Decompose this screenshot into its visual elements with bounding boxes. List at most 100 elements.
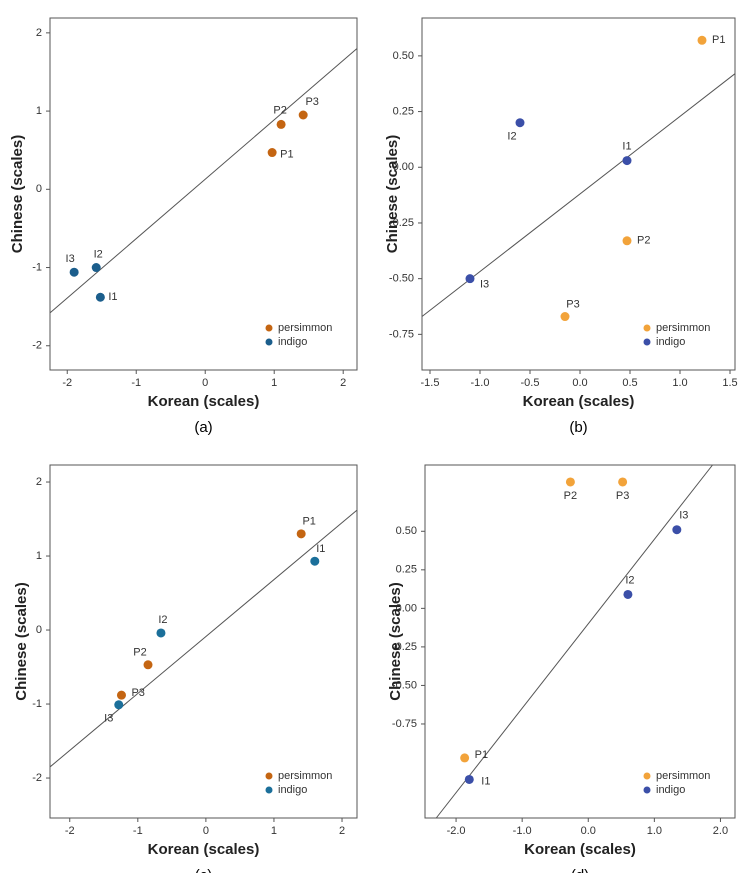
- legend-label: indigo: [656, 336, 685, 348]
- fit-line: [421, 73, 736, 317]
- y-tick-label: 0.25: [396, 564, 417, 576]
- x-axis-label: Korean (scales): [148, 841, 260, 858]
- legend-label: indigo: [278, 784, 307, 796]
- legend-label: persimmon: [656, 770, 710, 782]
- y-tick-label: 0.25: [393, 105, 414, 117]
- point: [143, 660, 153, 670]
- legend-label: persimmon: [278, 770, 332, 782]
- x-tick-label: 0.0: [572, 377, 587, 389]
- point: [622, 156, 632, 166]
- y-axis-label: Chinese (scales): [387, 582, 404, 700]
- x-axis-label: Korean (scales): [148, 393, 260, 410]
- y-tick-label: 2: [36, 27, 42, 39]
- legend-label: persimmon: [656, 322, 710, 334]
- x-tick-label: 2: [340, 377, 346, 389]
- legend-marker: [265, 786, 273, 794]
- point-label: I1: [316, 543, 325, 555]
- x-axis-label: Korean (scales): [524, 841, 636, 858]
- x-tick-label: 0.0: [581, 825, 596, 837]
- point: [267, 148, 277, 158]
- caption: (b): [569, 419, 587, 436]
- x-tick-label: 0: [203, 825, 209, 837]
- point: [310, 556, 320, 566]
- plot-area: [421, 17, 736, 371]
- x-tick-label: 1.0: [647, 825, 662, 837]
- point-label: P1: [302, 516, 315, 528]
- point: [465, 274, 475, 284]
- point-label: P3: [566, 298, 579, 310]
- y-tick-label: 1: [36, 550, 42, 562]
- y-tick-label: 0.50: [396, 525, 417, 537]
- point-label: I3: [104, 713, 113, 725]
- x-tick-label: -1.0: [471, 377, 490, 389]
- fit-line: [49, 48, 358, 314]
- x-tick-label: -0.5: [521, 377, 540, 389]
- legend-marker: [643, 324, 651, 332]
- point: [298, 110, 308, 120]
- point: [276, 119, 286, 129]
- x-tick-label: 1: [271, 377, 277, 389]
- y-tick-label: -0.25: [392, 641, 417, 653]
- point-label: I2: [625, 574, 634, 586]
- point-label: I1: [481, 775, 490, 787]
- point-label: P2: [637, 235, 650, 247]
- y-tick-label: -1: [32, 698, 42, 710]
- point-label: P1: [280, 148, 293, 160]
- point: [114, 700, 124, 710]
- x-tick-label: -1: [133, 825, 143, 837]
- point: [464, 774, 474, 784]
- point-label: P2: [133, 647, 146, 659]
- x-tick-label: 1.0: [672, 377, 687, 389]
- y-axis-label: Chinese (scales): [13, 582, 30, 700]
- point: [116, 690, 126, 700]
- y-tick-label: 1: [36, 105, 42, 117]
- x-tick-label: -2.0: [447, 825, 466, 837]
- legend-marker: [643, 772, 651, 780]
- point: [618, 477, 628, 487]
- point: [156, 628, 166, 638]
- point: [623, 589, 633, 599]
- point-label: I1: [622, 140, 631, 152]
- point-label: I2: [507, 131, 516, 143]
- point: [672, 525, 682, 535]
- legend-marker: [265, 338, 273, 346]
- y-tick-label: 0.50: [393, 50, 414, 62]
- y-tick-label: -1: [32, 261, 42, 273]
- point-label: I1: [108, 291, 117, 303]
- y-tick-label: -0.75: [392, 718, 417, 730]
- legend-label: indigo: [656, 784, 685, 796]
- y-tick-label: -2: [32, 340, 42, 352]
- x-tick-label: 2: [339, 825, 345, 837]
- point-label: I3: [66, 253, 75, 265]
- x-tick-label: 1.5: [722, 377, 737, 389]
- point-label: P3: [305, 96, 318, 108]
- point: [622, 236, 632, 246]
- point-label: P3: [616, 490, 629, 502]
- y-tick-label: 0: [36, 183, 42, 195]
- legend-marker: [643, 786, 651, 794]
- plot-area: [49, 17, 358, 371]
- point-label: I2: [158, 614, 167, 626]
- point-label: P1: [712, 34, 725, 46]
- point-label: I3: [480, 279, 489, 291]
- x-tick-label: -2: [65, 825, 75, 837]
- plot-area: [424, 464, 736, 819]
- y-tick-label: 0.00: [396, 602, 417, 614]
- x-tick-label: 2.0: [713, 825, 728, 837]
- point: [515, 118, 525, 128]
- point: [95, 292, 105, 302]
- caption: (d): [571, 867, 589, 873]
- legend-marker: [265, 772, 273, 780]
- x-tick-label: 1: [271, 825, 277, 837]
- y-tick-label: -0.50: [389, 273, 414, 285]
- y-tick-label: -0.50: [392, 679, 417, 691]
- x-tick-label: -1.5: [421, 377, 440, 389]
- point-label: I2: [94, 248, 103, 260]
- x-tick-label: -1.0: [513, 825, 532, 837]
- y-tick-label: 2: [36, 476, 42, 488]
- y-tick-label: -0.75: [389, 328, 414, 340]
- x-tick-label: 0.5: [622, 377, 637, 389]
- point: [560, 312, 570, 322]
- legend-label: persimmon: [278, 322, 332, 334]
- x-axis-label: Korean (scales): [523, 393, 635, 410]
